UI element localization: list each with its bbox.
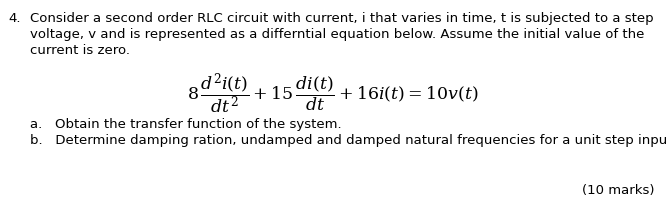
Text: voltage, v and is represented as a differntial equation below. Assume the initia: voltage, v and is represented as a diffe… bbox=[30, 28, 644, 41]
Text: Consider a second order RLC circuit with current, i that varies in time, t is su: Consider a second order RLC circuit with… bbox=[30, 12, 654, 25]
Text: (10 marks): (10 marks) bbox=[582, 184, 655, 197]
Text: $8\,\dfrac{d^{2}i(t)}{dt^{2}}+15\,\dfrac{di(t)}{dt}+16i(t)=10v(t)$: $8\,\dfrac{d^{2}i(t)}{dt^{2}}+15\,\dfrac… bbox=[187, 72, 479, 117]
Text: a.   Obtain the transfer function of the system.: a. Obtain the transfer function of the s… bbox=[30, 118, 342, 131]
Text: current is zero.: current is zero. bbox=[30, 44, 130, 57]
Text: b.   Determine damping ration, undamped and damped natural frequencies for a uni: b. Determine damping ration, undamped an… bbox=[30, 134, 667, 147]
Text: 4.: 4. bbox=[8, 12, 21, 25]
